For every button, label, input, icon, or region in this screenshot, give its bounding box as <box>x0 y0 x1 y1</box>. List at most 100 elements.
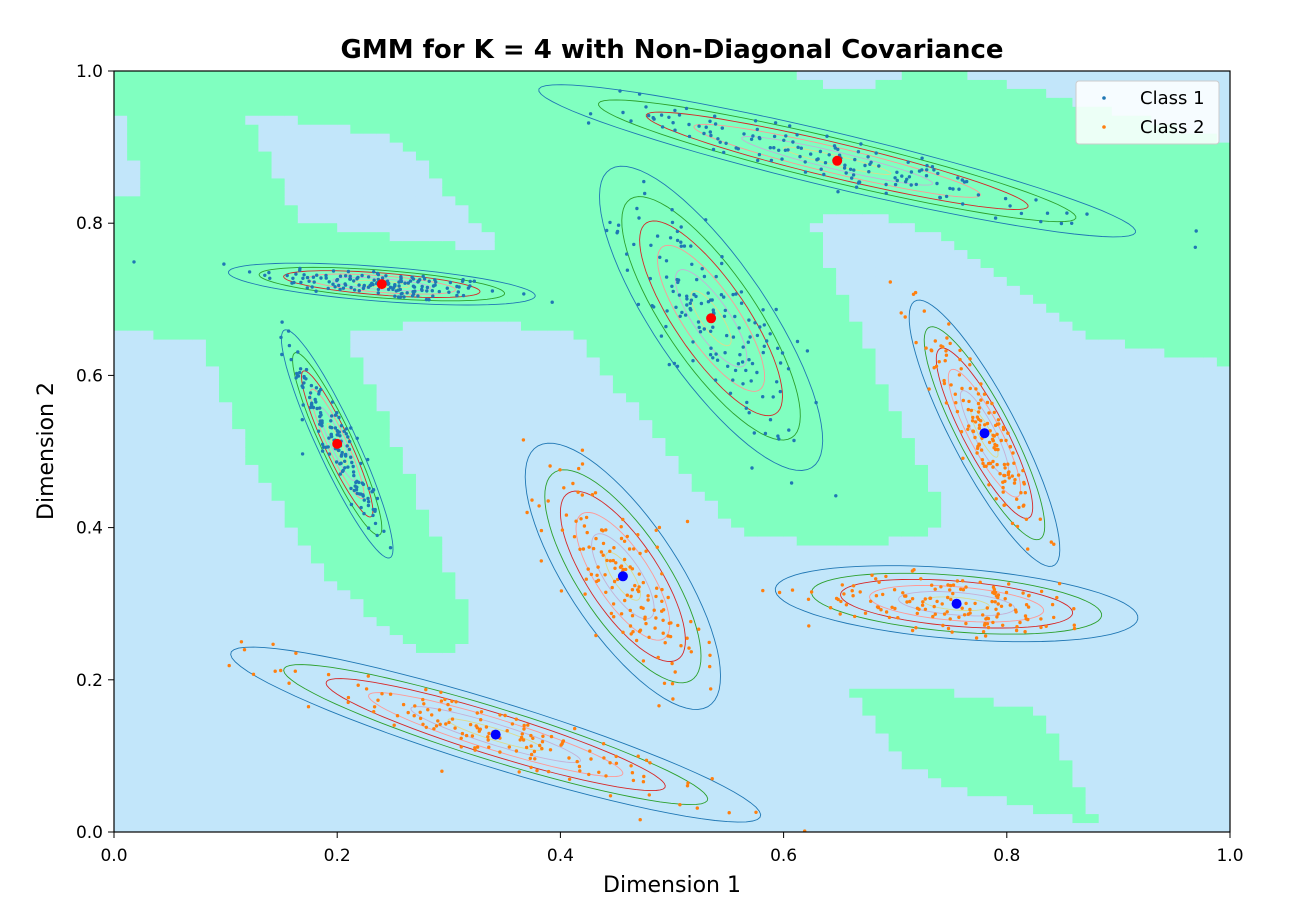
region-cell <box>809 787 824 797</box>
region-cell <box>599 366 614 376</box>
region-cell <box>166 464 181 475</box>
region-cell <box>179 581 194 591</box>
region-cell <box>179 250 194 260</box>
region-cell <box>639 106 653 117</box>
region-cell <box>127 223 141 233</box>
region-cell <box>219 438 233 448</box>
region-cell <box>429 420 443 430</box>
region-cell <box>205 652 220 663</box>
region-cell <box>770 473 785 484</box>
region-cell <box>219 142 233 153</box>
region-cell <box>626 715 640 726</box>
region-cell <box>849 509 863 520</box>
region-cell <box>205 670 220 681</box>
region-cell <box>809 330 824 341</box>
region-cell <box>455 814 470 824</box>
region-cell <box>245 787 260 797</box>
region-cell <box>219 402 233 412</box>
region-cell <box>796 79 811 90</box>
region-cell <box>337 697 351 708</box>
region-cell <box>494 142 509 153</box>
region-cell <box>547 169 561 180</box>
region-cell <box>179 769 194 779</box>
region-cell <box>849 608 863 618</box>
region-cell <box>481 411 496 421</box>
region-cell <box>796 196 811 206</box>
region-cell <box>389 339 404 350</box>
region-cell <box>337 715 351 726</box>
region-cell <box>258 411 273 421</box>
region-cell <box>560 375 575 385</box>
region-cell <box>232 715 246 726</box>
region-cell <box>494 321 509 332</box>
region-cell <box>836 366 850 376</box>
region-cell <box>560 536 575 547</box>
region-cell <box>140 724 154 735</box>
region-cell <box>626 71 640 81</box>
region-cell <box>704 250 719 260</box>
region-cell <box>415 608 430 618</box>
region-cell <box>731 411 745 421</box>
region-cell <box>337 339 351 350</box>
region-cell <box>140 259 154 269</box>
region-cell <box>389 581 404 591</box>
region-cell <box>691 527 706 538</box>
region-cell <box>402 617 417 627</box>
region-cell <box>691 133 706 144</box>
region-cell <box>271 250 286 260</box>
region-cell <box>822 661 837 672</box>
region-cell <box>822 473 837 484</box>
region-cell <box>534 71 548 81</box>
region-cell <box>796 688 811 699</box>
region-cell <box>521 572 535 582</box>
region-cell <box>494 429 509 439</box>
region-cell <box>783 563 798 573</box>
region-cell <box>389 250 404 260</box>
region-cell <box>731 509 745 520</box>
region-cell <box>612 742 627 753</box>
region-cell <box>127 509 141 520</box>
region-cell <box>179 617 194 627</box>
region-cell <box>192 429 207 439</box>
region-cell <box>166 643 181 654</box>
region-cell <box>507 223 522 233</box>
region-cell <box>809 814 824 824</box>
region-cell <box>875 500 890 511</box>
region-cell <box>626 411 640 421</box>
region-cell <box>402 151 417 162</box>
region-cell <box>166 751 181 761</box>
region-cell <box>560 232 575 242</box>
region-cell <box>691 447 706 457</box>
region-cell <box>127 160 141 171</box>
region-cell <box>494 688 509 699</box>
region-cell <box>521 151 535 162</box>
region-cell <box>547 751 561 761</box>
region-cell <box>770 438 785 448</box>
region-cell <box>297 375 312 385</box>
region-cell <box>809 554 824 565</box>
region-cell <box>114 491 128 502</box>
region-cell <box>429 697 443 708</box>
region-cell <box>415 303 430 314</box>
region-cell <box>757 276 772 287</box>
region-cell <box>612 652 627 663</box>
region-cell <box>166 124 181 135</box>
region-cell <box>245 79 260 90</box>
region-cell <box>809 420 824 430</box>
region-cell <box>442 814 456 824</box>
region-cell <box>796 303 811 314</box>
region-cell <box>127 97 141 108</box>
region-cell <box>665 232 680 242</box>
region-cell <box>481 706 496 717</box>
region-cell <box>402 590 417 600</box>
region-cell <box>652 88 667 99</box>
region-cell <box>245 106 260 117</box>
region-cell <box>836 160 850 171</box>
region-cell <box>153 447 168 457</box>
region-cell <box>363 581 378 591</box>
region-cell <box>245 796 260 806</box>
region-cell <box>219 133 233 144</box>
region-cell <box>350 464 365 475</box>
region-cell <box>232 491 246 502</box>
region-cell <box>822 679 837 690</box>
